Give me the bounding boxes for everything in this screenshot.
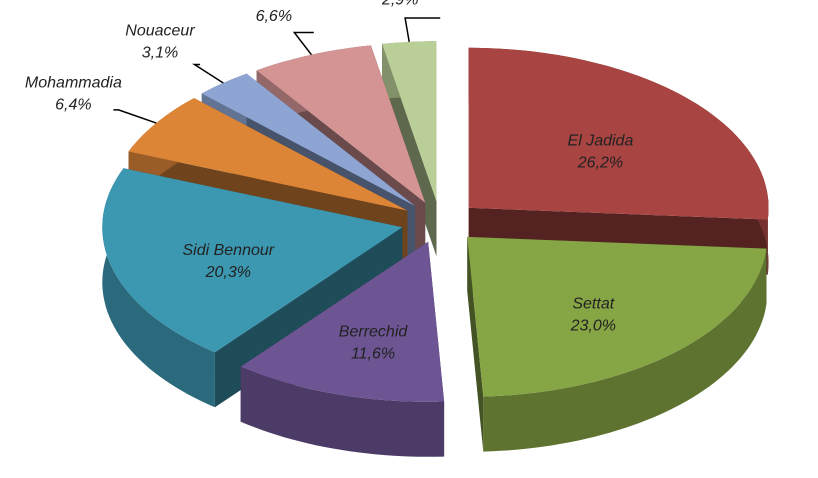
slice-value-label: 23,0% bbox=[570, 318, 616, 335]
slice-label: Settat bbox=[572, 296, 614, 313]
slice-side bbox=[483, 248, 767, 452]
slice-label: Berrechid bbox=[339, 323, 409, 340]
slice-value-label: 11,6% bbox=[351, 345, 395, 362]
slice-label: Benslimane bbox=[232, 0, 316, 3]
slice bbox=[467, 236, 767, 397]
slice-label: Mohammadia bbox=[25, 74, 122, 91]
slice bbox=[256, 45, 426, 203]
leader-line bbox=[292, 31, 314, 56]
slice-value-label: 6,4% bbox=[55, 96, 91, 113]
slice-value-label: 26,2% bbox=[577, 155, 623, 172]
slice bbox=[468, 47, 769, 220]
slice-label: Sidi Bennour bbox=[182, 242, 274, 259]
slice bbox=[102, 168, 403, 353]
slice-side bbox=[102, 168, 215, 408]
leader-line bbox=[404, 17, 441, 43]
slice-value-label: 3,1% bbox=[142, 45, 178, 62]
slice-label: El Jadida bbox=[568, 133, 634, 150]
slice-value-label: 6,6% bbox=[256, 8, 292, 25]
slice-side bbox=[240, 366, 445, 457]
slice-value-label: 20,3% bbox=[205, 264, 251, 281]
leader-line bbox=[191, 63, 224, 84]
slice bbox=[382, 41, 437, 202]
slice-side bbox=[467, 236, 484, 452]
slice bbox=[240, 241, 445, 402]
slice bbox=[128, 98, 408, 211]
slice-value-label: 2,9% bbox=[381, 0, 418, 9]
slice bbox=[201, 73, 416, 206]
slice-label: Nouaceur bbox=[125, 23, 195, 40]
leader-line bbox=[113, 109, 157, 124]
